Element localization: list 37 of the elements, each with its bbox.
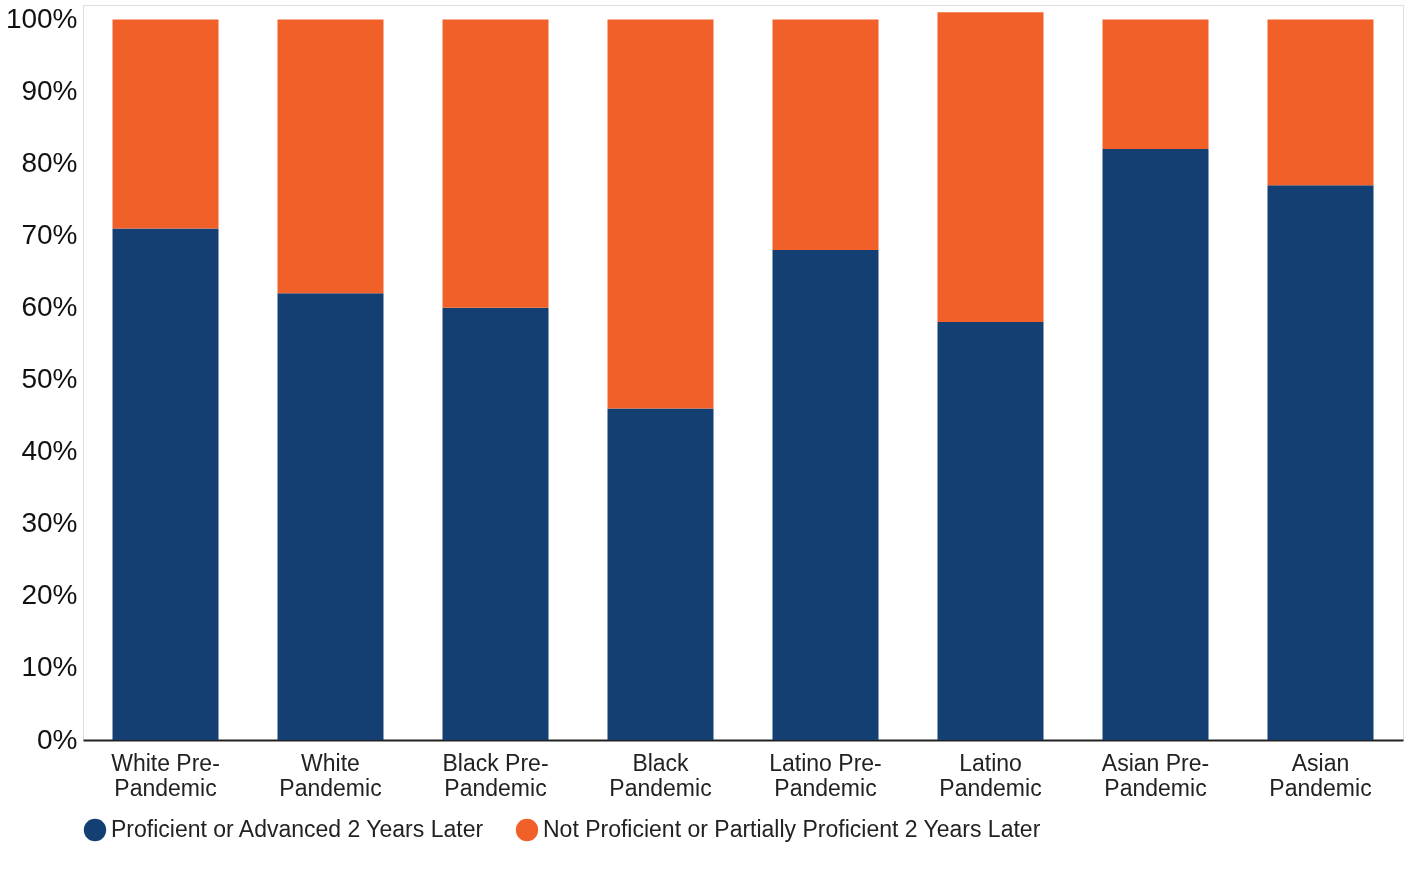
- y-tick-label: 50%: [21, 363, 78, 395]
- bar: [772, 19, 879, 250]
- y-tick-label: 60%: [21, 291, 78, 323]
- legend-label: Proficient or Advanced 2 Years Later: [111, 816, 484, 842]
- y-tick-label: 40%: [21, 435, 78, 467]
- x-tick-label: White Pre-Pandemic: [111, 749, 220, 801]
- y-tick-label: 0%: [37, 723, 78, 755]
- bar: [112, 228, 219, 740]
- bar: [937, 12, 1044, 323]
- y-tick-label: 90%: [21, 74, 78, 106]
- x-tick-label: Asian Pandemic: [1269, 749, 1372, 801]
- y-tick-label: 20%: [21, 579, 78, 611]
- legend-label: Not Proficient or Partially Proficient 2 Years Later: [543, 816, 1041, 842]
- bar: [772, 250, 879, 740]
- x-tick-label: Latino Pandemic: [939, 749, 1042, 801]
- bar: [607, 408, 714, 740]
- y-tick-label: 100%: [5, 2, 78, 34]
- bar: [1102, 19, 1209, 150]
- bar: [1102, 149, 1209, 740]
- y-tick-label: 10%: [21, 651, 78, 683]
- y-tick-label: 70%: [21, 219, 78, 251]
- bar: [112, 19, 219, 229]
- bar: [1267, 185, 1374, 740]
- bar: [937, 322, 1044, 740]
- bar: [277, 293, 384, 740]
- bar: [277, 19, 384, 294]
- x-tick-label: Asian Pre-Pandemic: [1101, 749, 1210, 801]
- bar: [607, 19, 714, 409]
- x-tick-label: White Pandemic: [279, 749, 382, 801]
- x-tick-label: Black Pandemic: [609, 749, 712, 801]
- y-tick-label: 30%: [21, 507, 78, 539]
- x-tick-label: Latino Pre-Pandemic: [769, 749, 882, 801]
- bar: [442, 307, 549, 740]
- bar: [442, 19, 549, 308]
- x-tick-label: Black Pre-Pandemic: [442, 749, 549, 801]
- y-tick-label: 80%: [21, 147, 78, 179]
- bar: [1267, 19, 1374, 186]
